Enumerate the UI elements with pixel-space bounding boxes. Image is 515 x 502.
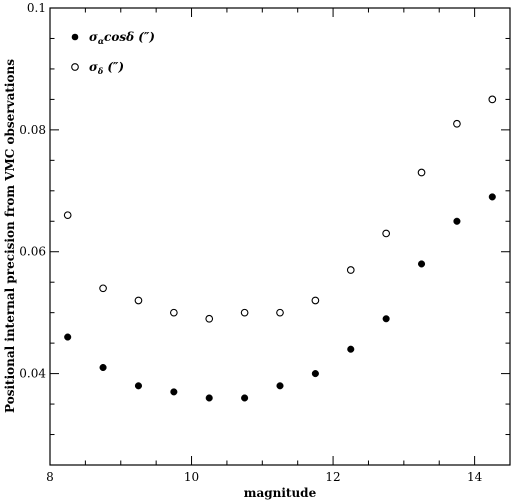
point-sigma-dec [63, 211, 72, 220]
point-sigma-dec [99, 284, 107, 293]
point-sigma-ra [170, 388, 178, 396]
point-sigma-dec [382, 229, 391, 238]
tick-labels: 8 10 12 14 0.04 0.06 0.08 0.1 [19, 1, 482, 484]
point-sigma-dec [488, 95, 497, 104]
point-sigma-ra [382, 315, 390, 323]
point-sigma-ra [488, 193, 496, 201]
y-tick-label: 0.08 [19, 123, 46, 137]
legend-marker-open [71, 63, 79, 71]
data-points [63, 95, 497, 402]
legend: σαcosδ (″) σδ (″) [71, 30, 155, 76]
point-sigma-ra [453, 217, 461, 225]
point-sigma-dec [240, 308, 249, 317]
point-sigma-ra [64, 333, 72, 341]
point-sigma-ra [99, 363, 107, 372]
x-tick-label: 12 [325, 470, 340, 484]
point-sigma-dec [169, 308, 178, 317]
point-sigma-dec [346, 266, 355, 274]
legend-marker-filled [71, 33, 79, 41]
point-sigma-ra [241, 394, 249, 402]
point-sigma-dec [134, 296, 143, 305]
point-sigma-ra [276, 382, 284, 390]
point-sigma-dec [453, 119, 461, 128]
point-sigma-ra [347, 345, 355, 353]
point-sigma-ra [134, 382, 143, 390]
y-tick-label: 0.04 [19, 367, 46, 381]
point-sigma-dec [311, 296, 320, 305]
axis-ticks [49, 7, 511, 466]
x-tick-label: 8 [46, 470, 54, 484]
x-tick-label: 10 [184, 470, 199, 484]
y-tick-label: 0.1 [27, 1, 46, 15]
point-sigma-dec [276, 308, 284, 317]
x-axis-label: magnitude [244, 486, 317, 500]
plot-frame [49, 7, 511, 466]
point-sigma-dec [417, 168, 426, 177]
point-sigma-ra [205, 394, 213, 402]
point-sigma-dec [205, 314, 214, 323]
legend-label-ra: σαcosδ (″) [89, 30, 155, 46]
x-tick-label: 14 [467, 470, 483, 484]
point-sigma-ra [311, 370, 319, 378]
point-sigma-ra [417, 260, 426, 268]
y-tick-label: 0.06 [19, 245, 46, 259]
y-axis-label: Positional internal precision from VMC o… [3, 59, 17, 413]
legend-label-dec: σδ (″) [89, 60, 124, 76]
